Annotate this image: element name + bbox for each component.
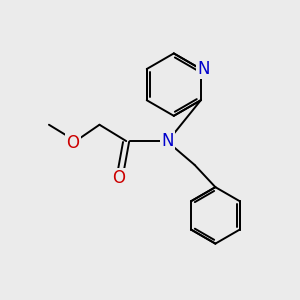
Text: O: O <box>112 169 125 187</box>
Text: O: O <box>66 134 79 152</box>
Text: N: N <box>162 132 174 150</box>
Text: N: N <box>197 60 210 78</box>
